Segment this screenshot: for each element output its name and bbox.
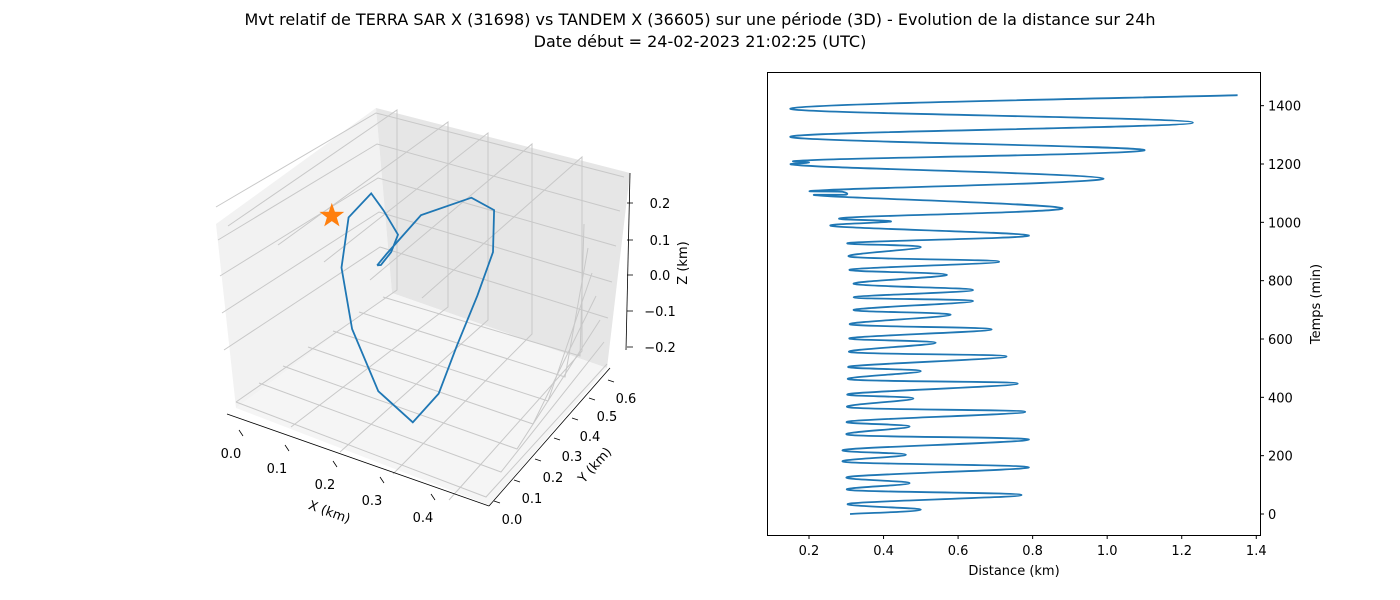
y-tick-mark [553,437,561,441]
x-gridline [369,142,533,475]
y-tick-mark [534,458,542,462]
x-gridline [421,155,583,501]
series-2d [789,94,1238,515]
x-gridline [227,109,398,403]
y-tick-mark [588,397,596,401]
x-tick-label-2d: 0.2 [799,544,820,559]
x-tick-label-2d: 1.0 [1097,544,1118,559]
star-marker [319,202,345,227]
y-gridline [358,247,589,378]
y-tick-mark [607,379,615,383]
figure-subtitle: Date début = 24-02-2023 21:02:25 (UTC) [533,32,867,51]
y-tick-label-2d: 1400 [1268,100,1301,115]
y-gridlines [235,223,608,498]
x-tick-label-2d: 0.6 [948,544,969,559]
orbit-line [340,191,496,424]
y-gridline [332,272,593,402]
y-axis-line [488,367,611,507]
x-tick-label: 0.3 [362,494,383,509]
z-gridline [221,211,613,314]
x-tick-mark [332,460,338,468]
x-tick-label: 0.4 [413,511,434,526]
y-tick-label-2d: 0 [1268,508,1276,523]
z-gridline [217,143,621,241]
x-axis-label-2d: Distance (km) [968,564,1059,579]
x-tick-label: 0.0 [221,447,242,462]
y-ticks-2d: 0 200 400 600 800 1000 1200 1400 [1260,100,1301,523]
x-tick-label: 0.1 [267,462,288,477]
y-tick-label: 0.3 [562,450,583,465]
x-ticks-2d: 0.2 0.4 0.6 0.8 1.0 1.2 1.4 [799,535,1267,559]
axes-3d-edges [226,172,631,507]
series-3d [319,191,496,424]
x-tick-mark [430,493,436,501]
z-gridline [223,246,609,351]
y-tick-mark [493,500,501,504]
z-tick-label: −0.2 [644,341,676,356]
z-gridline [215,112,625,208]
y-tick-mark [571,417,579,421]
y-axis-label-2d: Temps (min) [1309,264,1324,345]
x-tick-label-2d: 1.4 [1246,544,1267,559]
x-tick-mark [238,429,244,437]
ticks-3d: 0.00.10.20.30.4 0.00.10.20.30.40.50.6−0.2… [221,197,676,528]
y-gridline [307,295,597,425]
x-tick-label-2d: 1.2 [1171,544,1192,559]
distance-line [789,94,1238,515]
x-gridlines [227,109,583,501]
y-tick-label-2d: 800 [1268,275,1293,290]
y-tick-label: 0.6 [616,392,637,407]
z-axis-line [625,172,631,351]
y-tick-label-2d: 600 [1268,333,1293,348]
z-gridlines [215,112,625,351]
left-pane [216,108,392,408]
floor-pane [236,293,607,505]
z-axis-label: Z (km) [676,241,691,284]
x-tick-label-2d: 0.8 [1022,544,1043,559]
y-tick-label: 0.0 [502,513,523,528]
z-tick-label: 0.0 [650,269,671,284]
y-tick-label-2d: 400 [1268,391,1293,406]
z-tick-label: 0.2 [650,197,671,212]
x-gridline [323,131,489,453]
z-tick-label: −0.1 [644,305,676,320]
y-gridline [382,223,585,357]
y-tick-label: 0.5 [597,410,618,425]
x-axis-line [226,413,490,507]
y-gridline [282,319,601,450]
y-tick-label: 0.4 [580,430,601,445]
y-gridline [235,363,608,498]
grid-3d [215,109,625,501]
y-tick-label: 0.2 [543,471,564,486]
back-pane [376,108,630,368]
figure-title: Mvt relatif de TERRA SAR X (31698) vs TA… [244,10,1156,29]
x-tick-mark [284,444,290,452]
y-gridline [258,341,605,473]
y-tick-label-2d: 1200 [1268,158,1301,173]
x-tick-mark [379,476,385,484]
x-tick-label-2d: 0.4 [873,544,894,559]
y-tick-label-2d: 1000 [1268,216,1301,231]
x-tick-label: 0.2 [315,478,336,493]
y-tick-label-2d: 200 [1268,450,1293,465]
y-tick-mark [513,479,521,483]
y-tick-label: 0.1 [522,492,543,507]
pane-group [216,108,630,505]
z-tick-label: 0.1 [650,234,671,249]
x-axis-label: X (km) [306,498,352,527]
plot-area-2d [767,72,1261,536]
z-gridline [219,177,617,277]
